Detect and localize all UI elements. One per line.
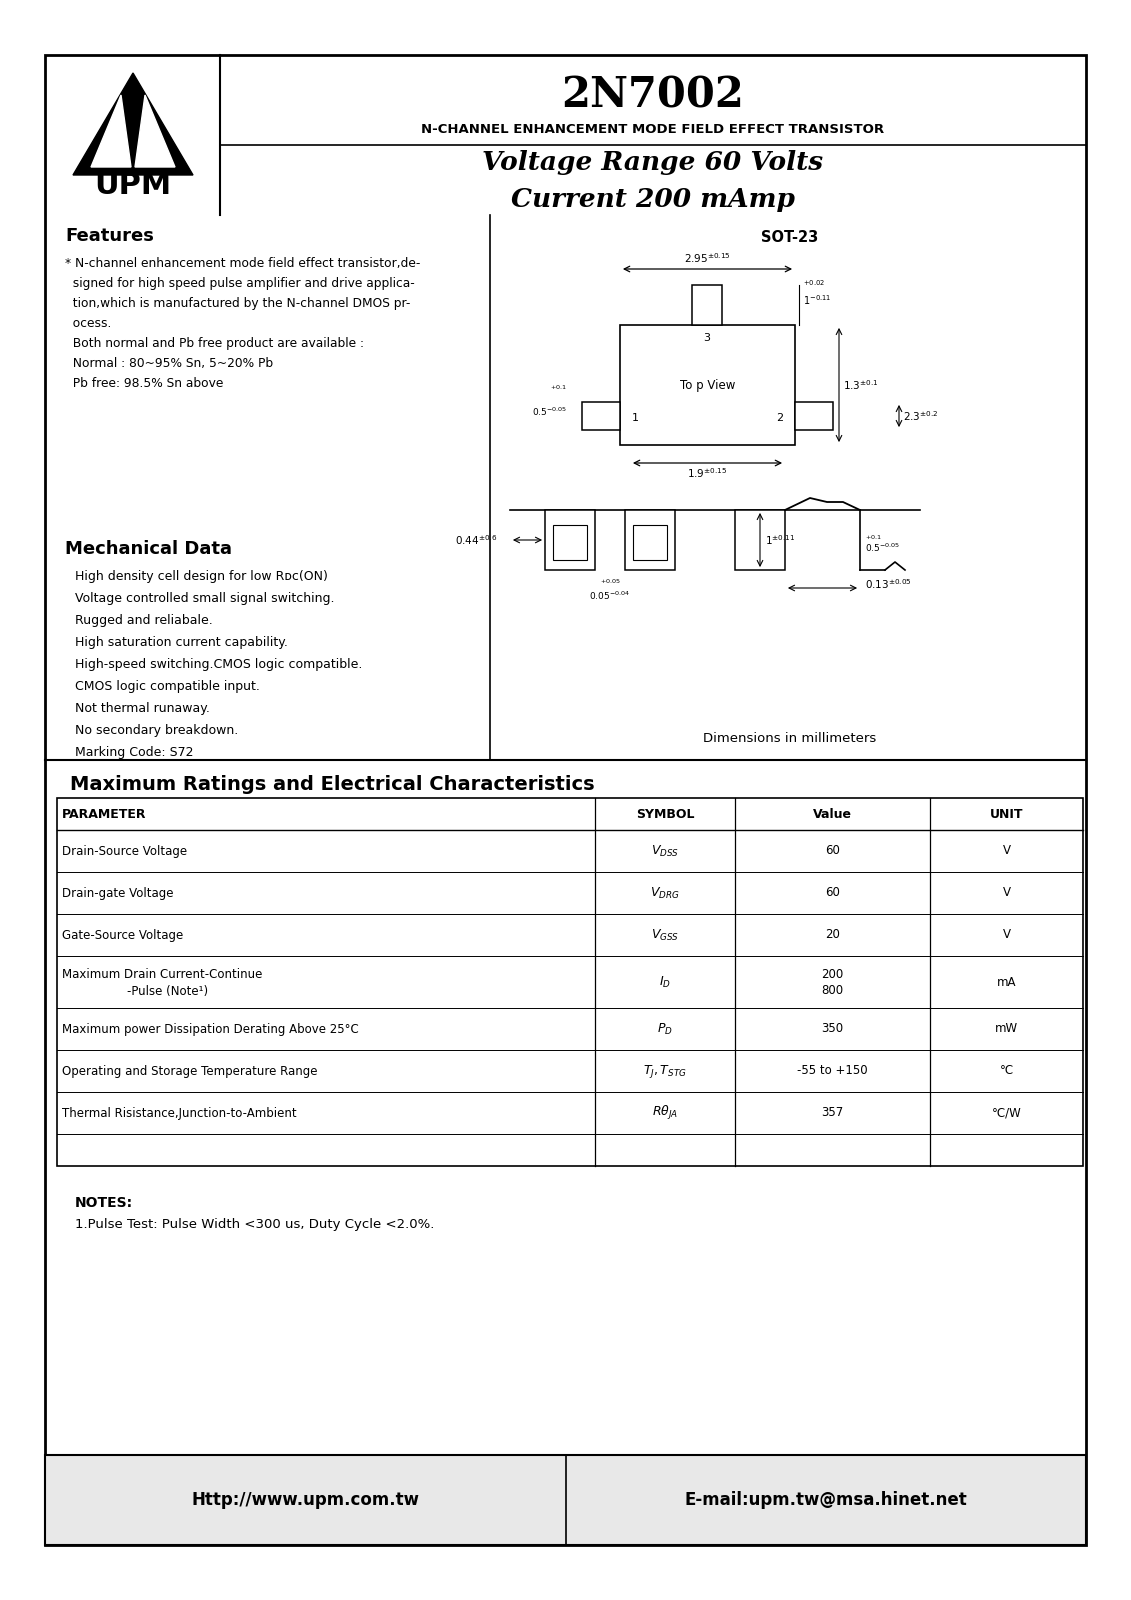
Text: 1.9$^{\pm0.15}$: 1.9$^{\pm0.15}$ [688, 466, 727, 480]
Text: 60: 60 [824, 886, 840, 899]
Text: 350: 350 [821, 1022, 844, 1035]
Text: $^{+0.05}$: $^{+0.05}$ [599, 578, 621, 587]
Text: $V_{DSS}$: $V_{DSS}$ [651, 843, 679, 859]
Text: 60: 60 [824, 845, 840, 858]
Text: $I_D$: $I_D$ [659, 974, 671, 989]
Text: -55 to +150: -55 to +150 [797, 1064, 867, 1077]
Text: High-speed switching.CMOS logic compatible.: High-speed switching.CMOS logic compatib… [75, 658, 362, 670]
Text: 2: 2 [776, 413, 783, 422]
Text: High density cell design for low Rᴅᴄ(ON): High density cell design for low Rᴅᴄ(ON) [75, 570, 328, 582]
Text: 2.3$^{\pm0.2}$: 2.3$^{\pm0.2}$ [903, 410, 938, 422]
Text: -Pulse (Note¹): -Pulse (Note¹) [112, 984, 208, 997]
Text: 3: 3 [703, 333, 710, 342]
Text: Maximum power Dissipation Derating Above 25°C: Maximum power Dissipation Derating Above… [62, 1022, 359, 1035]
Bar [57, 798, 1083, 1166]
Bar [545, 510, 595, 570]
Text: SOT-23: SOT-23 [761, 230, 819, 245]
Text: V: V [1002, 886, 1010, 899]
Polygon shape [90, 94, 131, 166]
Text: Both normal and Pb free product are available :: Both normal and Pb free product are avai… [64, 338, 364, 350]
Text: UNIT: UNIT [990, 808, 1024, 821]
Text: °C: °C [1000, 1064, 1013, 1077]
Text: 1.3$^{\pm0.1}$: 1.3$^{\pm0.1}$ [843, 378, 879, 392]
Text: 0.44$^{\pm0.6}$: 0.44$^{\pm0.6}$ [455, 533, 498, 547]
Text: V: V [1002, 928, 1010, 941]
Text: 0.5$^{-0.05}$: 0.5$^{-0.05}$ [865, 542, 900, 554]
Text: UPM: UPM [94, 171, 172, 200]
Text: Thermal Risistance,Junction-to-Ambient: Thermal Risistance,Junction-to-Ambient [62, 1107, 296, 1120]
Text: CMOS logic compatible input.: CMOS logic compatible input. [75, 680, 260, 693]
Text: 0.05$^{-0.04}$: 0.05$^{-0.04}$ [589, 590, 630, 602]
Text: 357: 357 [821, 1107, 844, 1120]
Text: Maximum Drain Current-Continue: Maximum Drain Current-Continue [62, 968, 262, 981]
Text: Rugged and reliabale.: Rugged and reliabale. [75, 614, 213, 627]
Text: Dimensions in millimeters: Dimensions in millimeters [703, 733, 877, 746]
Text: $^{+0.02}$: $^{+0.02}$ [803, 280, 826, 290]
Text: ocess.: ocess. [64, 317, 111, 330]
Text: 800: 800 [821, 984, 844, 997]
Bar [553, 525, 587, 560]
Text: $^{+0.1}$: $^{+0.1}$ [865, 534, 882, 544]
Text: mW: mW [995, 1022, 1018, 1035]
Text: Http://www.upm.com.tw: Http://www.upm.com.tw [191, 1491, 420, 1509]
Bar [735, 510, 785, 570]
Text: Drain-gate Voltage: Drain-gate Voltage [62, 886, 173, 899]
Text: Current 200 mAmp: Current 200 mAmp [511, 187, 795, 211]
Bar [795, 402, 834, 430]
Text: No secondary breakdown.: No secondary breakdown. [75, 723, 239, 738]
Text: To p View: To p View [680, 379, 735, 392]
Text: 1.Pulse Test: Pulse Width <300 us, Duty Cycle <2.0%.: 1.Pulse Test: Pulse Width <300 us, Duty … [75, 1218, 434, 1230]
Text: High saturation current capability.: High saturation current capability. [75, 635, 288, 650]
Text: tion,which is manufactured by the N-channel DMOS pr-: tion,which is manufactured by the N-chan… [64, 298, 411, 310]
Text: 2N7002: 2N7002 [562, 75, 744, 117]
Text: 1$^{\pm0.11}$: 1$^{\pm0.11}$ [765, 533, 795, 547]
Text: Drain-Source Voltage: Drain-Source Voltage [62, 845, 187, 858]
Text: E-mail:upm.tw@msa.hinet.net: E-mail:upm.tw@msa.hinet.net [684, 1491, 967, 1509]
Text: $V_{GSS}$: $V_{GSS}$ [651, 928, 679, 942]
Text: $R\theta_{JA}$: $R\theta_{JA}$ [651, 1104, 679, 1122]
Text: Voltage controlled small signal switching.: Voltage controlled small signal switchin… [75, 592, 335, 605]
Text: Mechanical Data: Mechanical Data [64, 541, 232, 558]
Bar [582, 402, 620, 430]
Text: 1$^{-0.11}$: 1$^{-0.11}$ [803, 293, 831, 307]
Bar [625, 510, 675, 570]
Bar [692, 285, 722, 325]
Text: Marking Code: S72: Marking Code: S72 [75, 746, 193, 758]
Text: Maximum Ratings and Electrical Characteristics: Maximum Ratings and Electrical Character… [70, 774, 595, 794]
Text: 200: 200 [821, 968, 844, 981]
Text: Voltage Range 60 Volts: Voltage Range 60 Volts [483, 150, 823, 174]
Text: Features: Features [64, 227, 154, 245]
Text: $P_D$: $P_D$ [657, 1021, 673, 1037]
Text: PARAMETER: PARAMETER [62, 808, 147, 821]
Polygon shape [135, 94, 175, 166]
Text: NOTES:: NOTES: [75, 1197, 133, 1210]
Text: * N-channel enhancement mode field effect transistor,de-: * N-channel enhancement mode field effec… [64, 258, 421, 270]
Text: Pb free: 98.5% Sn above: Pb free: 98.5% Sn above [64, 378, 224, 390]
Text: Normal : 80~95% Sn, 5~20% Pb: Normal : 80~95% Sn, 5~20% Pb [64, 357, 273, 370]
Text: N-CHANNEL ENHANCEMENT MODE FIELD EFFECT TRANSISTOR: N-CHANNEL ENHANCEMENT MODE FIELD EFFECT … [422, 123, 884, 136]
Bar [620, 325, 795, 445]
Text: 2.95$^{\pm0.15}$: 2.95$^{\pm0.15}$ [684, 251, 731, 266]
Text: signed for high speed pulse amplifier and drive applica-: signed for high speed pulse amplifier an… [64, 277, 415, 290]
Text: 20: 20 [824, 928, 840, 941]
Text: 1: 1 [632, 413, 639, 422]
Text: 0.5$^{-0.05}$: 0.5$^{-0.05}$ [532, 406, 567, 419]
Polygon shape [74, 74, 193, 174]
Text: Value: Value [813, 808, 852, 821]
Text: $V_{DRG}$: $V_{DRG}$ [650, 885, 680, 901]
Text: SYMBOL: SYMBOL [636, 808, 694, 821]
Text: 0.13$^{\pm0.05}$: 0.13$^{\pm0.05}$ [865, 578, 912, 590]
Text: V: V [1002, 845, 1010, 858]
Text: Gate-Source Voltage: Gate-Source Voltage [62, 928, 183, 941]
Bar [633, 525, 667, 560]
Text: °C/W: °C/W [992, 1107, 1021, 1120]
Text: Operating and Storage Temperature Range: Operating and Storage Temperature Range [62, 1064, 318, 1077]
Text: $^{+0.1}$: $^{+0.1}$ [550, 386, 567, 394]
Text: mA: mA [996, 976, 1017, 989]
Text: Not thermal runaway.: Not thermal runaway. [75, 702, 210, 715]
Text: $T_J, T_{STG}$: $T_J, T_{STG}$ [644, 1062, 687, 1080]
Bar [45, 1454, 1086, 1546]
